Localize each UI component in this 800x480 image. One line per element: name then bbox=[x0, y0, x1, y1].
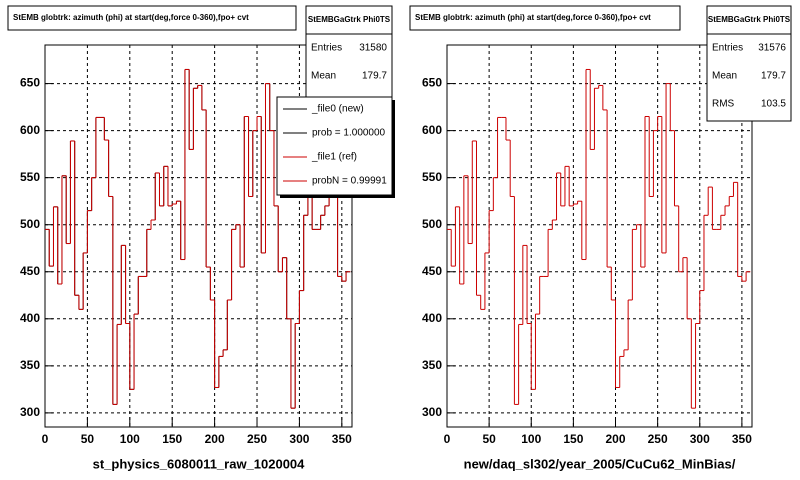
x-tick-label: 350 bbox=[332, 432, 352, 446]
y-tick-label: 450 bbox=[20, 264, 40, 278]
legend-label: _file1 (ref) bbox=[311, 152, 357, 163]
y-tick-label: 550 bbox=[422, 170, 442, 184]
x-tick-label: 100 bbox=[521, 432, 541, 446]
y-tick-label: 350 bbox=[422, 358, 442, 372]
y-tick-label: 500 bbox=[422, 217, 442, 231]
x-tick-label: 100 bbox=[120, 432, 140, 446]
x-axis-label: st_physics_6080011_raw_1020004 bbox=[93, 456, 306, 471]
x-tick-label: 350 bbox=[732, 432, 752, 446]
stats-box bbox=[706, 5, 792, 122]
legend-label: _file0 (new) bbox=[311, 104, 364, 115]
legend bbox=[276, 96, 393, 196]
x-tick-label: 300 bbox=[690, 432, 710, 446]
y-tick-label: 600 bbox=[422, 123, 442, 137]
legend-label: probN = 0.99991 bbox=[312, 176, 387, 187]
y-tick-label: 550 bbox=[20, 170, 40, 184]
stats-label: Entries bbox=[712, 43, 743, 54]
y-tick-label: 350 bbox=[20, 358, 40, 372]
stats-title: StEMBGaGtrk Phi0TS bbox=[708, 15, 791, 24]
y-tick-label: 300 bbox=[422, 405, 442, 419]
y-tick-label: 600 bbox=[20, 123, 40, 137]
stats-value: 31580 bbox=[359, 43, 387, 54]
x-tick-label: 200 bbox=[205, 432, 225, 446]
x-tick-label: 150 bbox=[162, 432, 182, 446]
x-tick-label: 150 bbox=[563, 432, 583, 446]
y-tick-label: 500 bbox=[20, 217, 40, 231]
stats-value: 179.7 bbox=[362, 71, 387, 82]
y-tick-label: 300 bbox=[20, 405, 40, 419]
x-tick-label: 200 bbox=[605, 432, 625, 446]
x-tick-label: 250 bbox=[648, 432, 668, 446]
plot-frame bbox=[446, 44, 753, 428]
x-tick-label: 0 bbox=[42, 432, 49, 446]
chart-title: StEMB globtrk: azimuth (phi) at start(de… bbox=[415, 13, 651, 22]
stats-title: StEMBGaGtrk Phi0TS bbox=[308, 15, 391, 24]
y-tick-label: 400 bbox=[422, 311, 442, 325]
x-tick-label: 300 bbox=[289, 432, 309, 446]
stats-label: Entries bbox=[311, 43, 342, 54]
stats-label: Mean bbox=[712, 71, 737, 82]
stats-label: RMS bbox=[712, 99, 735, 110]
stats-value: 103.5 bbox=[761, 99, 786, 110]
x-tick-label: 50 bbox=[81, 432, 95, 446]
y-tick-label: 650 bbox=[20, 76, 40, 90]
title-box bbox=[409, 5, 681, 31]
y-tick-label: 450 bbox=[422, 264, 442, 278]
y-tick-label: 650 bbox=[422, 76, 442, 90]
x-tick-label: 0 bbox=[444, 432, 451, 446]
y-tick-label: 400 bbox=[20, 311, 40, 325]
x-tick-label: 250 bbox=[247, 432, 267, 446]
stats-value: 179.7 bbox=[761, 71, 786, 82]
stats-value: 31576 bbox=[758, 43, 786, 54]
title-box bbox=[7, 5, 297, 31]
x-tick-label: 50 bbox=[482, 432, 496, 446]
stats-label: Mean bbox=[311, 71, 336, 82]
x-axis-label: new/daq_sl302/year_2005/CuCu62_MinBias/ bbox=[464, 456, 736, 471]
legend-label: prob = 1.000000 bbox=[312, 128, 386, 139]
chart-title: StEMB globtrk: azimuth (phi) at start(de… bbox=[13, 13, 249, 22]
